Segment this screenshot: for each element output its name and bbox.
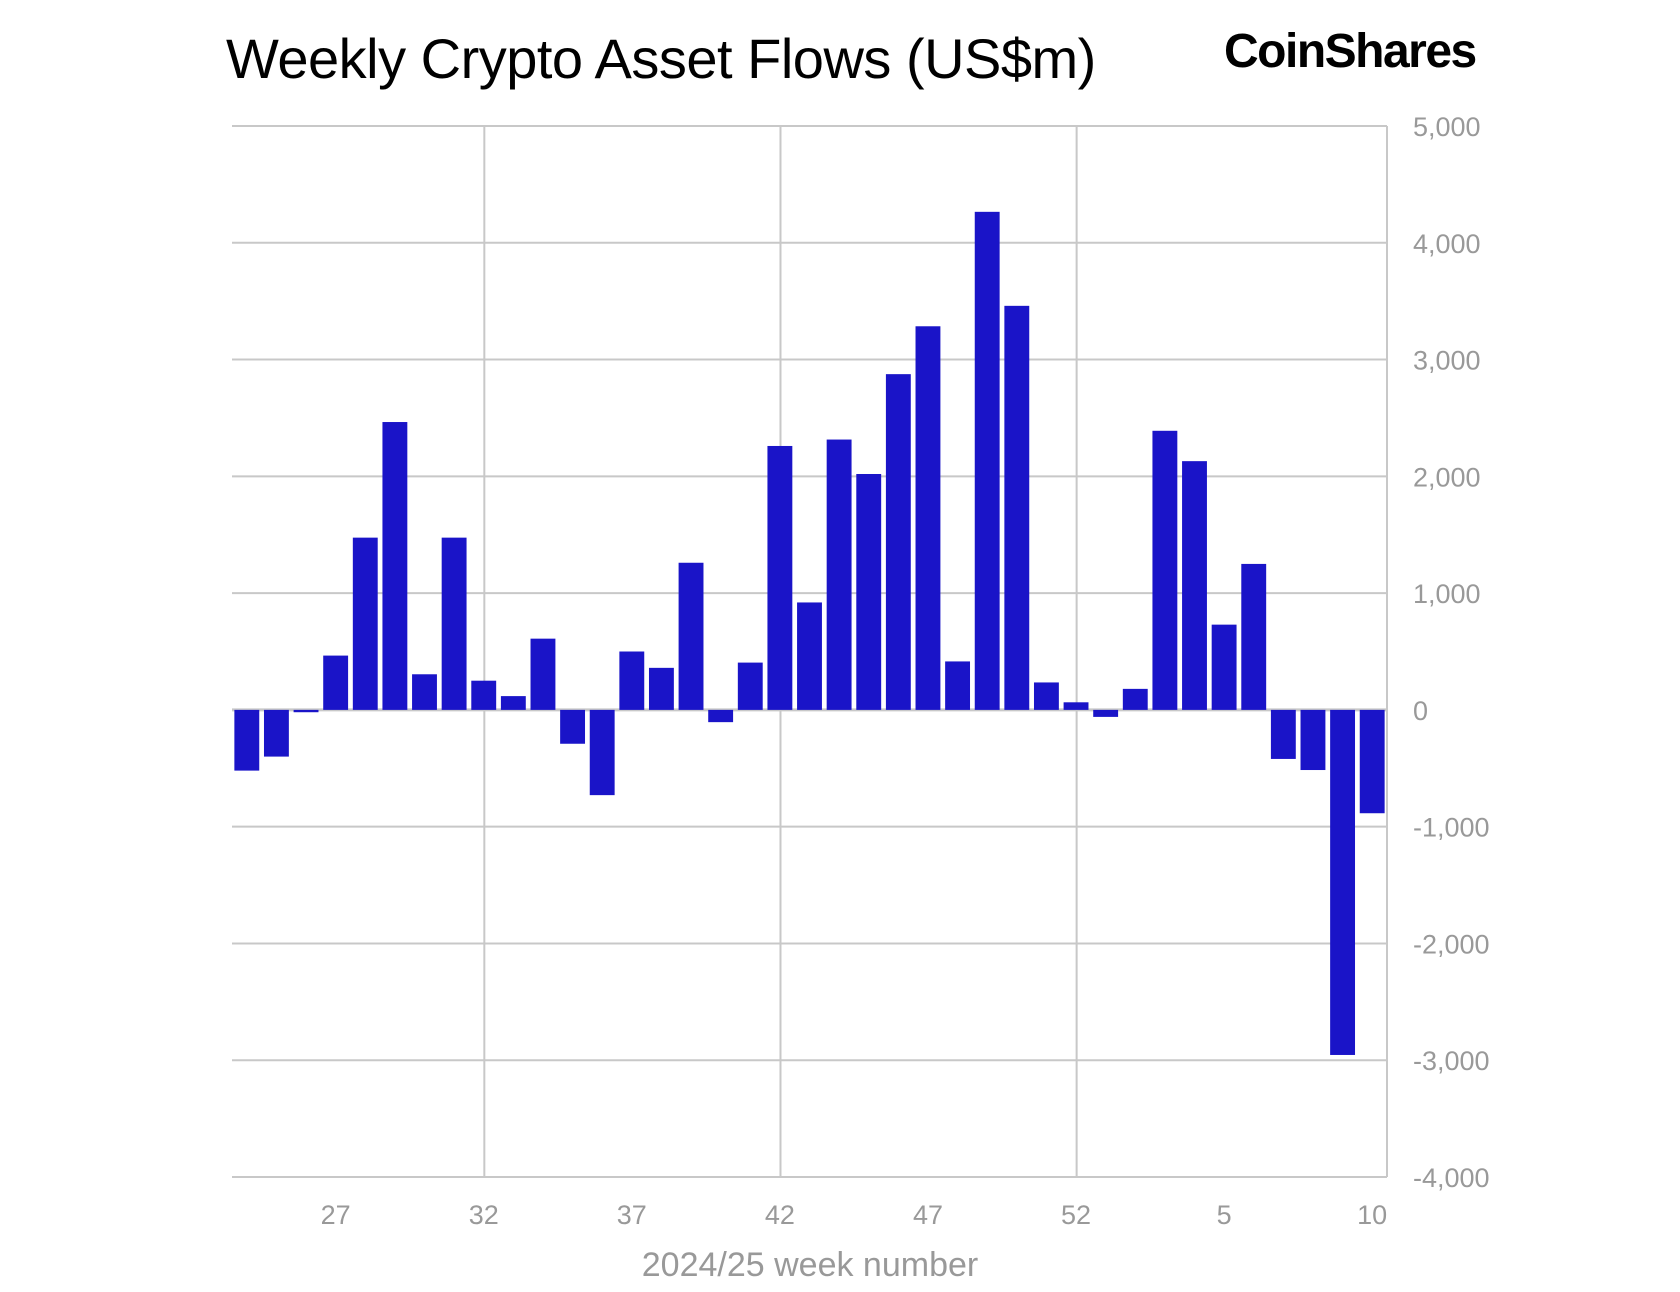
bar-week-9: [1330, 709, 1356, 1055]
bar-week-3: [1152, 430, 1178, 710]
y-axis-ticks: 5,000 4,000 3,000 2,000 1,000 0 -1,000 -2,000 -3…: [1413, 112, 1490, 1193]
bar-week-46: [885, 374, 911, 710]
bar-week-41: [737, 662, 763, 710]
x-tick-label: 42: [765, 1200, 795, 1230]
bar-week-42: [767, 445, 793, 710]
bar-week-37: [619, 651, 645, 710]
y-tick-label: -1,000: [1413, 813, 1490, 843]
y-tick-label: -3,000: [1413, 1046, 1490, 1076]
bar-week-34: [530, 638, 556, 710]
y-tick-label: 4,000: [1413, 229, 1481, 259]
y-tick-label: 3,000: [1413, 346, 1481, 376]
x-tick-label: 10: [1357, 1200, 1387, 1230]
bar-week-25: [263, 709, 289, 757]
bar-week-45: [856, 473, 882, 710]
y-tick-label: 0: [1413, 696, 1428, 726]
x-tick-label: 5: [1217, 1200, 1232, 1230]
bar-week-43: [797, 602, 822, 710]
bar-week-38: [648, 667, 674, 710]
bar-week-32: [471, 680, 497, 710]
bar-week-2: [1122, 688, 1148, 710]
bar-week-47: [915, 326, 941, 710]
bar-week-40: [708, 709, 734, 723]
bar-week-31: [441, 537, 467, 710]
bars: [234, 211, 1385, 1055]
coinshares-logo: CoinShares: [1224, 25, 1477, 78]
bar-week-30: [412, 674, 437, 710]
x-axis-label: 2024/25 week number: [642, 1246, 978, 1284]
x-tick-label: 52: [1061, 1200, 1091, 1230]
x-axis-ticks: 27 32 37 42 47 52 5 10: [321, 1200, 1388, 1230]
bar-week-8: [1300, 709, 1326, 771]
bar-week-48: [945, 661, 971, 710]
bar-week-29: [382, 422, 408, 710]
chart-title: Weekly Crypto Asset Flows (US$m): [226, 27, 1096, 90]
bar-week-1: [1093, 709, 1119, 717]
bar-week-7: [1270, 709, 1296, 759]
bar-week-44: [826, 439, 852, 710]
bar-week-50: [1004, 305, 1030, 710]
bar-week-36: [589, 709, 615, 796]
bar-week-51: [1033, 682, 1059, 710]
bar-week-10: [1359, 709, 1385, 814]
bar-week-4: [1182, 461, 1207, 710]
x-tick-label: 27: [321, 1200, 351, 1230]
x-tick-label: 47: [913, 1200, 943, 1230]
bar-week-26: [293, 709, 319, 713]
bar-week-33: [500, 696, 526, 710]
bar-week-35: [560, 709, 586, 744]
x-tick-label: 32: [469, 1200, 499, 1230]
bar-week-6: [1241, 563, 1267, 710]
y-tick-label: -4,000: [1413, 1163, 1490, 1193]
bar-week-5: [1211, 624, 1237, 710]
bar-week-28: [352, 537, 378, 710]
x-tick-label: 37: [617, 1200, 647, 1230]
y-tick-label: 2,000: [1413, 462, 1481, 492]
bar-week-39: [678, 562, 704, 710]
bar-week-27: [323, 655, 349, 710]
bar-week-49: [974, 211, 1000, 710]
y-tick-label: -2,000: [1413, 929, 1490, 959]
y-tick-label: 1,000: [1413, 579, 1481, 609]
bar-week-52: [1063, 702, 1089, 710]
bar-week-24: [234, 709, 260, 771]
y-tick-label: 5,000: [1413, 112, 1481, 142]
